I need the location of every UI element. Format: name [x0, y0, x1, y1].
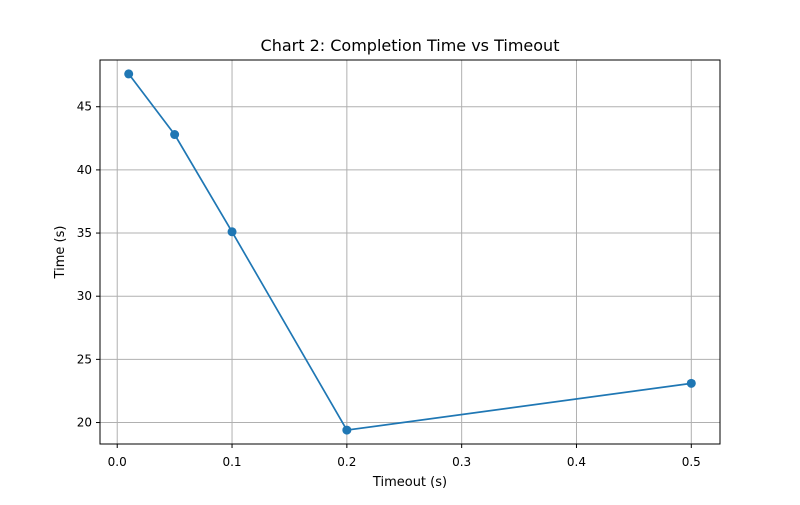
y-tick-label: 35 [77, 226, 92, 240]
y-tick-label: 45 [77, 100, 92, 114]
x-tick-label: 0.3 [452, 455, 471, 469]
data-point [124, 69, 134, 79]
x-tick-label: 0.1 [222, 455, 241, 469]
x-tick-label: 0.5 [682, 455, 701, 469]
data-point [342, 425, 352, 435]
x-tick-label: 0.0 [108, 455, 127, 469]
y-tick-label: 40 [77, 163, 92, 177]
data-point [686, 378, 696, 388]
plot-frame [99, 59, 721, 445]
y-tick-label: 30 [77, 289, 92, 303]
x-axis-label: Timeout (s) [372, 475, 447, 490]
data-point [170, 130, 180, 140]
x-tick-label: 0.2 [337, 455, 356, 469]
grid-lines [100, 60, 720, 444]
chart-title: Chart 2: Completion Time vs Timeout [261, 36, 560, 55]
series-line [128, 73, 692, 432]
y-tick-label: 25 [77, 352, 92, 366]
series-layer [124, 69, 696, 435]
axis-ticks: 0.0 0.1 0.2 0.3 0.4 0.5 20 25 30 35 40 45 [77, 100, 701, 469]
y-axis-label: Time (s) [53, 226, 68, 280]
x-tick-label: 0.4 [567, 455, 586, 469]
y-tick-label: 20 [77, 416, 92, 430]
data-point [227, 227, 237, 237]
